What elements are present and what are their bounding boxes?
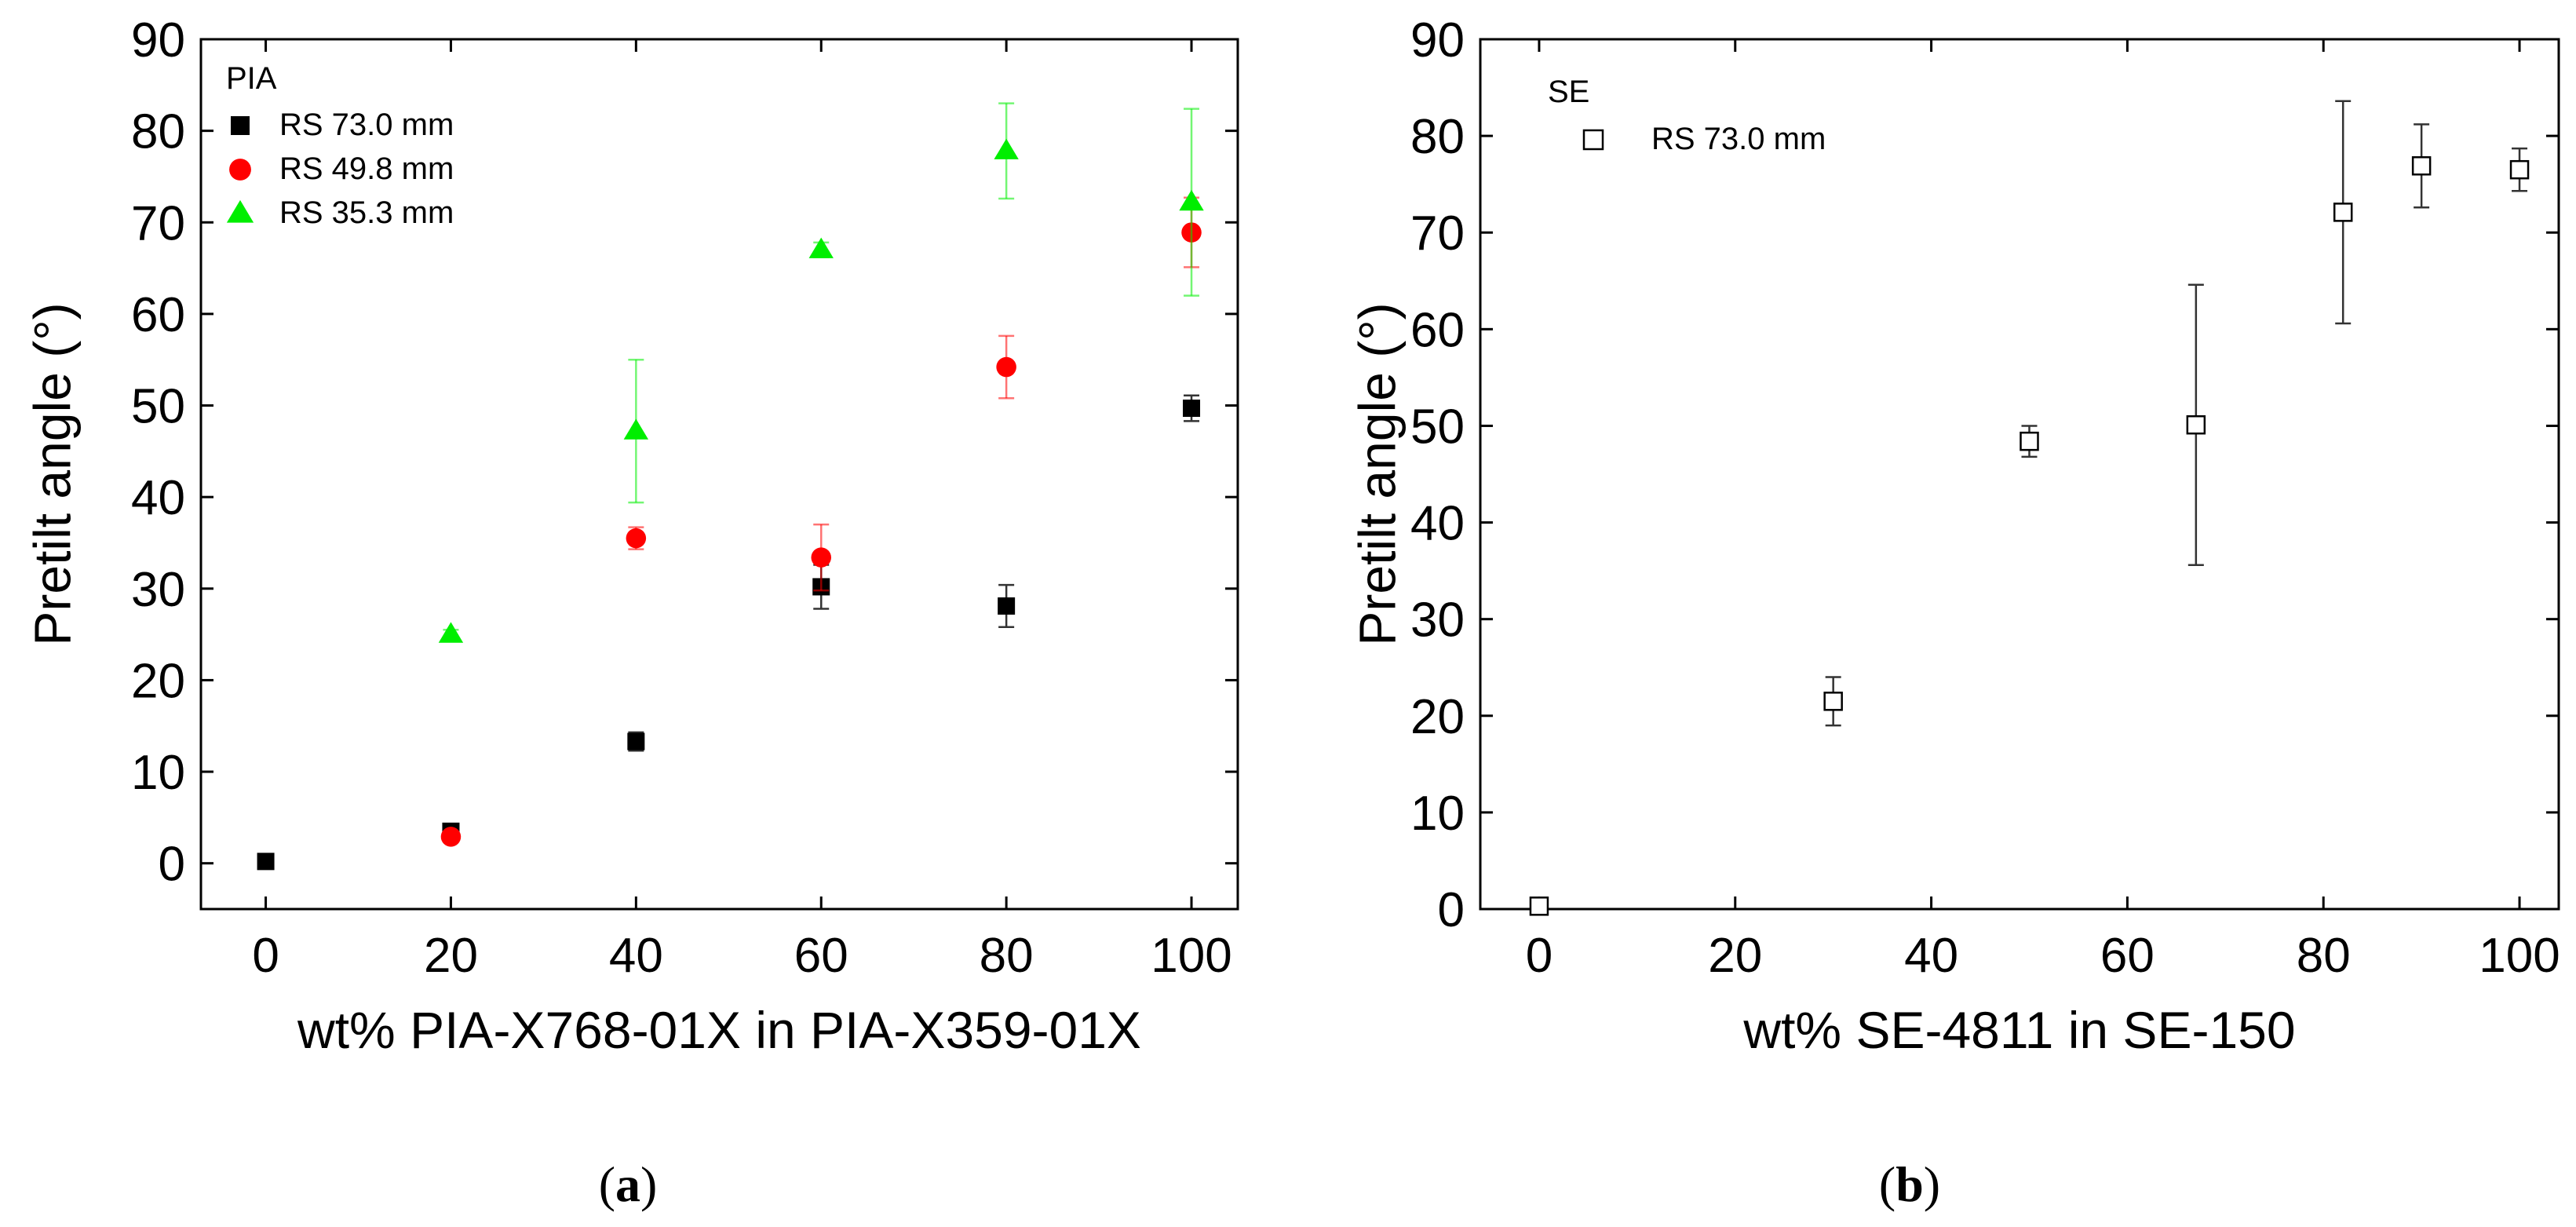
a-x-tick-label: 0 [252, 929, 279, 983]
a-legend-title: PIA [226, 61, 277, 96]
a-y-tick-label: 50 [131, 380, 185, 434]
b-x-tick-label: 0 [1526, 929, 1553, 983]
b-x-tick-label: 80 [2297, 929, 2351, 983]
panel-a-plot [199, 38, 1239, 911]
a-data-point [440, 827, 462, 847]
a-data-point [994, 138, 1019, 159]
b-y-tick-label: 80 [1410, 110, 1465, 164]
b-x-tick-label: 100 [2479, 929, 2560, 983]
b-data-point [2020, 431, 2039, 451]
panel-a-plot-frame [199, 38, 1239, 911]
b-y-tick-label: 50 [1410, 400, 1465, 454]
a-data-point [626, 528, 647, 549]
a-legend-marker [226, 199, 254, 223]
a-x-tick-label: 20 [424, 929, 478, 983]
a-legend-label: RS 73.0 mm [279, 108, 454, 142]
panel-b-x-axis-label: wt% SE-4811 in SE-150 [1742, 1001, 2295, 1059]
b-data-point [2411, 156, 2432, 176]
a-series-2 [440, 196, 1202, 847]
a-data-point [1183, 400, 1201, 418]
a-y-tick-label: 20 [131, 654, 185, 708]
a-data-point [811, 547, 832, 568]
panel-b: 0 20 40 60 80 100 0 10 20 30 40 50 60 70 80 90 SE RS 73.… [1348, 13, 2560, 1212]
a-legend-label: RS 49.8 mm [279, 152, 454, 186]
b-y-tick-label: 20 [1410, 690, 1465, 744]
b-y-tick-label: 90 [1410, 13, 1465, 68]
b-legend-marker [1582, 129, 1604, 151]
b-y-tick-label: 70 [1410, 206, 1465, 261]
panel-a-y-axis-label: Pretilt angle (°) [23, 302, 81, 645]
a-series-3 [438, 102, 1204, 643]
panel-b-y-axis-label: Pretilt angle (°) [1348, 302, 1406, 645]
a-y-tick-label: 30 [131, 563, 185, 617]
b-legend-title: SE [1548, 75, 1589, 109]
a-data-point [257, 853, 275, 871]
a-x-tick-label: 80 [980, 929, 1034, 983]
a-y-tick-label: 80 [131, 105, 185, 159]
a-y-tick-label: 0 [159, 838, 185, 892]
a-data-point [627, 732, 645, 750]
a-legend-label: RS 35.3 mm [279, 195, 454, 230]
panel-a-x-axis-label: wt% PIA-X768-01X in PIA-X359-01X [297, 1001, 1141, 1059]
b-y-tick-label: 40 [1410, 497, 1465, 551]
panel-b-caption: (b) [1879, 1156, 1940, 1212]
b-data-point [1823, 692, 1843, 711]
a-legend-marker [231, 116, 250, 135]
b-x-tick-label: 60 [2100, 929, 2155, 983]
a-data-point [1179, 189, 1204, 211]
a-y-tick-label: 40 [131, 471, 185, 525]
panel-a-data-marks [257, 102, 1204, 871]
panel-b-plot-frame [1479, 38, 2560, 911]
a-data-point [808, 237, 834, 258]
panel-b-data-marks [1529, 100, 2530, 916]
panel-a-caption: (a) [599, 1156, 658, 1212]
a-y-tick-label: 60 [131, 288, 185, 342]
b-data-point [1529, 897, 1549, 916]
b-y-tick-label: 30 [1410, 593, 1465, 648]
b-y-tick-label: 0 [1438, 883, 1465, 937]
a-legend-marker [229, 159, 251, 181]
b-series-1 [1529, 100, 2530, 916]
b-y-tick-label: 10 [1410, 787, 1465, 841]
b-x-tick-label: 20 [1708, 929, 1762, 983]
a-data-point [998, 597, 1016, 615]
b-data-point [2509, 159, 2530, 180]
b-data-point [2186, 414, 2206, 435]
a-x-tick-label: 40 [609, 929, 663, 983]
a-data-point [438, 622, 464, 643]
a-data-point [623, 418, 649, 440]
a-y-tick-label: 70 [131, 196, 185, 250]
panel-b-plot [1479, 38, 2560, 911]
panel-b-legend: SE RS 73.0 mm [1548, 75, 1826, 156]
b-y-tick-label: 60 [1410, 303, 1465, 357]
a-x-tick-label: 100 [1151, 929, 1231, 983]
a-y-tick-label: 90 [131, 13, 185, 68]
b-data-point [2333, 203, 2353, 222]
panel-b-axes: 0 20 40 60 80 100 0 10 20 30 40 50 60 70 80 90 [1410, 13, 2560, 983]
a-y-tick-label: 10 [131, 746, 185, 800]
a-series-1 [257, 394, 1201, 871]
panel-a-axes: 0 20 40 60 80 100 0 10 20 30 40 50 60 70 80 90 [131, 13, 1238, 983]
a-data-point [996, 356, 1016, 378]
b-legend-label: RS 73.0 mm [1651, 122, 1826, 156]
b-x-tick-label: 40 [1904, 929, 1958, 983]
a-x-tick-label: 60 [794, 929, 848, 983]
